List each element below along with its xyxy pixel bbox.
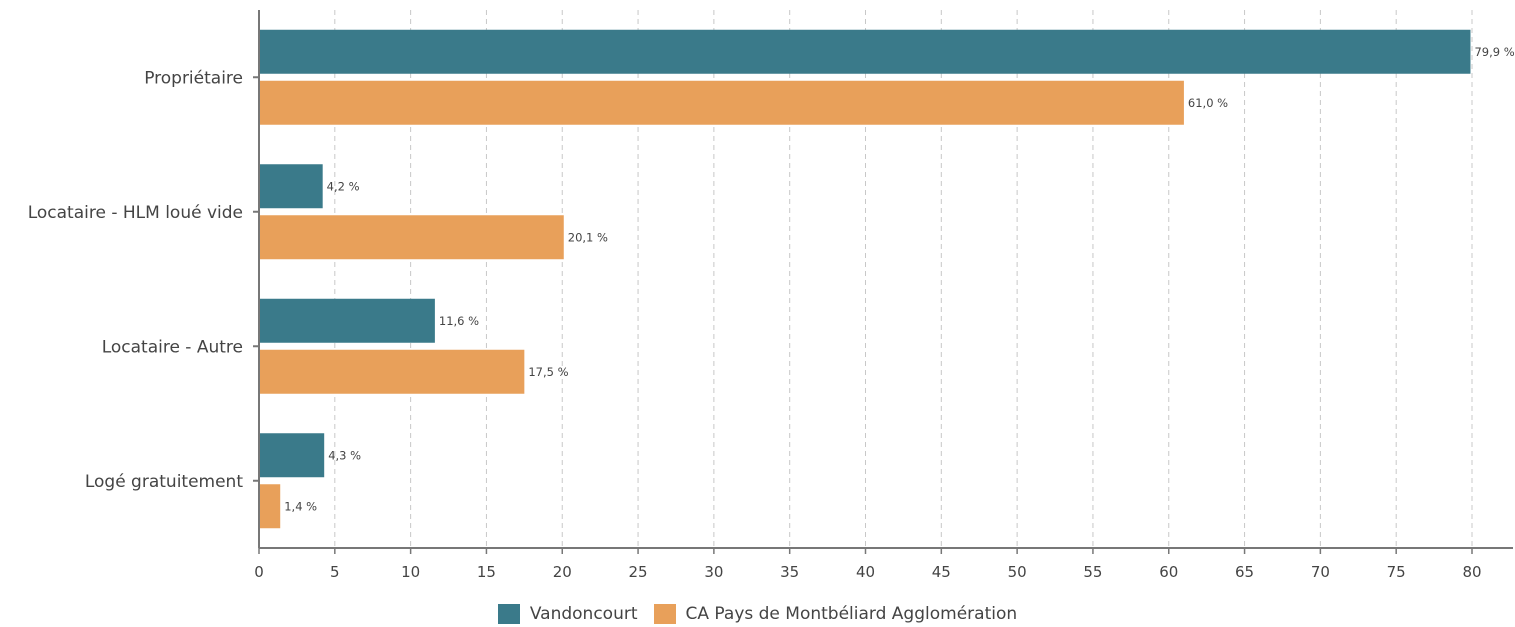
data-label: 20,1 % (568, 230, 608, 244)
x-tick-label: 20 (553, 563, 572, 581)
legend-item-series-2: CA Pays de Montbéliard Agglomération (653, 604, 1018, 624)
x-tick-label: 75 (1387, 563, 1406, 581)
category-label: Locataire - HLM loué vide (28, 203, 243, 223)
x-tick-label: 25 (629, 563, 648, 581)
category-label: Propriétaire (144, 68, 243, 88)
x-tick-label: 50 (1008, 563, 1027, 581)
legend-item-series-1: Vandoncourt (497, 604, 638, 624)
legend-swatch-series-2 (653, 604, 676, 624)
bar (259, 349, 525, 394)
x-tick-label: 0 (254, 563, 264, 581)
legend: Vandoncourt CA Pays de Montbéliard Agglo… (0, 604, 1515, 624)
x-tick-label: 15 (477, 563, 496, 581)
chart: Propriétaire 79,9 % 61,0 % Locataire - HLM … (28, 10, 1515, 581)
x-tick-label: 60 (1159, 563, 1178, 581)
legend-label-series-1: Vandoncourt (529, 604, 638, 624)
x-tick-label: 65 (1235, 563, 1254, 581)
x-tick-label: 30 (704, 563, 723, 581)
x-tick-label: 70 (1311, 563, 1330, 581)
legend-label-series-2: CA Pays de Montbéliard Agglomération (685, 604, 1018, 624)
bar (259, 433, 325, 478)
x-tick-label: 55 (1083, 563, 1102, 581)
bar (259, 80, 1184, 125)
data-label: 61,0 % (1188, 96, 1228, 110)
bar (259, 484, 281, 529)
category-label: Locataire - Autre (102, 337, 243, 357)
data-label: 17,5 % (528, 365, 568, 379)
data-label: 4,3 % (328, 448, 361, 462)
bar (259, 29, 1471, 74)
bar (259, 298, 435, 343)
data-label: 79,9 % (1474, 45, 1514, 59)
data-label: 11,6 % (439, 314, 479, 328)
x-tick-label: 45 (932, 563, 951, 581)
bar (259, 164, 323, 209)
data-label: 1,4 % (284, 499, 317, 513)
category-label: Logé gratuitement (85, 472, 244, 492)
x-tick-label: 80 (1462, 563, 1481, 581)
x-tick-label: 5 (330, 563, 340, 581)
x-tick-label: 35 (780, 563, 799, 581)
x-tick-label: 40 (856, 563, 875, 581)
data-label: 4,2 % (327, 179, 360, 193)
x-tick-label: 10 (401, 563, 420, 581)
legend-swatch-series-1 (497, 604, 520, 624)
bar (259, 215, 564, 260)
